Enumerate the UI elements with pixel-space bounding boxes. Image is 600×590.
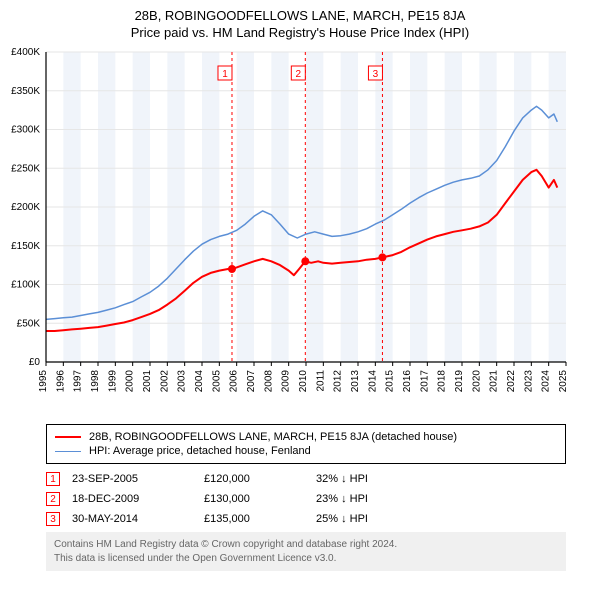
title-main: 28B, ROBINGOODFELLOWS LANE, MARCH, PE15 … xyxy=(10,8,590,23)
attribution-footer: Contains HM Land Registry data © Crown c… xyxy=(46,532,566,571)
legend-swatch xyxy=(55,436,81,438)
svg-text:2002: 2002 xyxy=(159,370,170,393)
svg-text:1999: 1999 xyxy=(107,370,118,393)
sale-marker: 2 xyxy=(46,492,60,506)
svg-text:2020: 2020 xyxy=(471,370,482,393)
svg-text:3: 3 xyxy=(373,69,379,80)
svg-text:2005: 2005 xyxy=(211,370,222,393)
chart-titles: 28B, ROBINGOODFELLOWS LANE, MARCH, PE15 … xyxy=(0,0,600,44)
svg-text:2015: 2015 xyxy=(385,370,396,393)
svg-text:£300K: £300K xyxy=(11,125,40,136)
svg-text:1996: 1996 xyxy=(55,370,66,393)
svg-text:£350K: £350K xyxy=(11,86,40,97)
sale-price: £130,000 xyxy=(204,493,304,505)
sale-row: 3 30-MAY-2014 £135,000 25% ↓ HPI xyxy=(46,512,566,526)
svg-text:£150K: £150K xyxy=(11,241,40,252)
footer-line-1: Contains HM Land Registry data © Crown c… xyxy=(54,538,558,552)
svg-text:2017: 2017 xyxy=(419,370,430,393)
svg-text:2012: 2012 xyxy=(333,370,344,393)
sales-table: 1 23-SEP-2005 £120,000 32% ↓ HPI 2 18-DEC-200… xyxy=(46,472,566,526)
svg-text:2018: 2018 xyxy=(437,370,448,393)
svg-text:2019: 2019 xyxy=(454,370,465,393)
svg-text:2004: 2004 xyxy=(194,370,205,393)
sale-price: £135,000 xyxy=(204,513,304,525)
sale-price: £120,000 xyxy=(204,473,304,485)
svg-text:£0: £0 xyxy=(29,357,41,368)
svg-text:£200K: £200K xyxy=(11,202,40,213)
svg-text:1997: 1997 xyxy=(73,370,84,393)
sale-diff: 32% ↓ HPI xyxy=(316,473,416,485)
sale-date: 18-DEC-2009 xyxy=(72,493,192,505)
svg-text:£100K: £100K xyxy=(11,280,40,291)
svg-text:2024: 2024 xyxy=(541,370,552,393)
svg-text:2009: 2009 xyxy=(281,370,292,393)
legend-item: HPI: Average price, detached house, Fenl… xyxy=(55,445,557,457)
svg-text:2: 2 xyxy=(296,69,302,80)
legend-swatch xyxy=(55,451,81,452)
sale-date: 23-SEP-2005 xyxy=(72,473,192,485)
sale-row: 2 18-DEC-2009 £130,000 23% ↓ HPI xyxy=(46,492,566,506)
svg-text:2008: 2008 xyxy=(263,370,274,393)
svg-text:1995: 1995 xyxy=(38,370,49,393)
svg-text:£400K: £400K xyxy=(11,47,40,58)
sale-row: 1 23-SEP-2005 £120,000 32% ↓ HPI xyxy=(46,472,566,486)
svg-text:2007: 2007 xyxy=(246,370,257,393)
sale-marker: 3 xyxy=(46,512,60,526)
line-chart-svg: £0 £50K £100K £150K £200K £250K £300K £350K £400… xyxy=(0,44,600,414)
svg-text:2006: 2006 xyxy=(229,370,240,393)
svg-text:2010: 2010 xyxy=(298,370,309,393)
svg-text:1998: 1998 xyxy=(90,370,101,393)
svg-text:2023: 2023 xyxy=(523,370,534,393)
legend-item: 28B, ROBINGOODFELLOWS LANE, MARCH, PE15 … xyxy=(55,431,557,443)
svg-text:2016: 2016 xyxy=(402,370,413,393)
footer-line-2: This data is licensed under the Open Gov… xyxy=(54,552,558,566)
svg-text:2011: 2011 xyxy=(315,370,326,392)
svg-text:2001: 2001 xyxy=(142,370,153,393)
svg-text:2000: 2000 xyxy=(125,370,136,393)
chart-area: £0 £50K £100K £150K £200K £250K £300K £350K £400… xyxy=(0,44,600,414)
svg-text:£250K: £250K xyxy=(11,163,40,174)
svg-text:1: 1 xyxy=(222,69,228,80)
sale-marker: 1 xyxy=(46,472,60,486)
svg-text:2025: 2025 xyxy=(558,370,569,393)
svg-text:2021: 2021 xyxy=(489,370,500,393)
svg-text:£50K: £50K xyxy=(17,318,41,329)
sale-diff: 25% ↓ HPI xyxy=(316,513,416,525)
sale-date: 30-MAY-2014 xyxy=(72,513,192,525)
legend-label: 28B, ROBINGOODFELLOWS LANE, MARCH, PE15 … xyxy=(89,431,457,443)
legend: 28B, ROBINGOODFELLOWS LANE, MARCH, PE15 … xyxy=(46,424,566,464)
legend-label: HPI: Average price, detached house, Fenl… xyxy=(89,445,311,457)
svg-text:2003: 2003 xyxy=(177,370,188,393)
title-sub: Price paid vs. HM Land Registry's House … xyxy=(10,25,590,40)
svg-text:2014: 2014 xyxy=(367,370,378,393)
svg-text:2013: 2013 xyxy=(350,370,361,393)
svg-text:2022: 2022 xyxy=(506,370,517,393)
sale-diff: 23% ↓ HPI xyxy=(316,493,416,505)
